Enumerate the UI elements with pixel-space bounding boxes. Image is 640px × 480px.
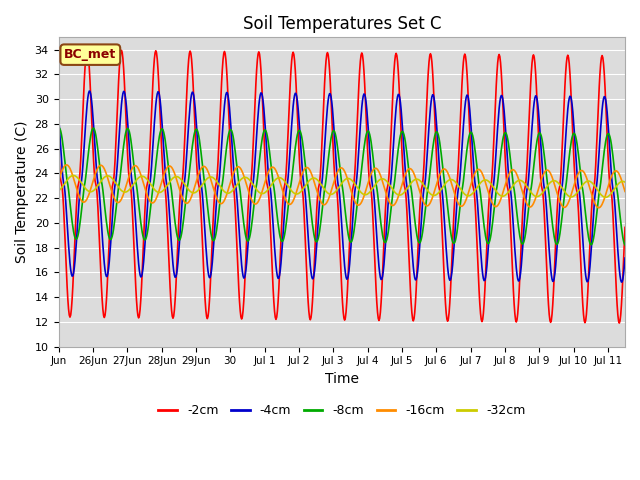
-2cm — [504, 189, 512, 194]
-16cm — [77, 196, 84, 202]
-16cm — [127, 168, 134, 174]
-8cm — [77, 215, 84, 220]
-32cm — [127, 185, 134, 191]
Y-axis label: Soil Temperature (C): Soil Temperature (C) — [15, 121, 29, 263]
Line: -8cm: -8cm — [58, 128, 625, 245]
-8cm — [252, 185, 260, 191]
-2cm — [621, 225, 629, 230]
-32cm — [621, 179, 629, 185]
-16cm — [621, 189, 629, 194]
Line: -2cm: -2cm — [58, 50, 625, 323]
-4cm — [504, 170, 512, 176]
-16cm — [252, 201, 260, 207]
-32cm — [504, 189, 512, 195]
-32cm — [605, 192, 613, 198]
-4cm — [605, 128, 612, 134]
-2cm — [127, 184, 134, 190]
-4cm — [86, 88, 93, 94]
Line: -16cm: -16cm — [58, 165, 625, 208]
-2cm — [83, 47, 91, 53]
-4cm — [252, 144, 260, 149]
-16cm — [504, 173, 512, 179]
-16cm — [605, 180, 613, 186]
-2cm — [446, 300, 454, 306]
-32cm — [446, 177, 454, 183]
-2cm — [54, 143, 62, 148]
Line: -32cm: -32cm — [58, 176, 625, 197]
-16cm — [446, 175, 454, 181]
-16cm — [595, 205, 602, 211]
-2cm — [76, 169, 84, 175]
-32cm — [54, 188, 62, 193]
Line: -4cm: -4cm — [58, 91, 625, 282]
-8cm — [446, 223, 454, 228]
X-axis label: Time: Time — [324, 372, 359, 386]
Title: Soil Temperatures Set C: Soil Temperatures Set C — [243, 15, 441, 33]
-32cm — [602, 194, 609, 200]
-4cm — [618, 279, 625, 285]
-8cm — [605, 131, 612, 137]
-32cm — [70, 173, 77, 179]
-4cm — [621, 255, 629, 261]
-4cm — [446, 277, 454, 283]
-4cm — [54, 112, 62, 118]
-2cm — [605, 163, 612, 169]
-16cm — [54, 179, 62, 184]
-8cm — [504, 141, 512, 146]
-8cm — [621, 242, 629, 248]
Legend: -2cm, -4cm, -8cm, -16cm, -32cm: -2cm, -4cm, -8cm, -16cm, -32cm — [153, 399, 531, 422]
-4cm — [76, 187, 84, 193]
-8cm — [56, 125, 63, 131]
Text: BC_met: BC_met — [64, 48, 116, 61]
-8cm — [54, 125, 62, 131]
-32cm — [77, 179, 84, 185]
-32cm — [252, 186, 260, 192]
-8cm — [127, 136, 134, 142]
-4cm — [127, 167, 134, 172]
-2cm — [252, 80, 260, 85]
-16cm — [63, 162, 70, 168]
-2cm — [616, 320, 623, 326]
